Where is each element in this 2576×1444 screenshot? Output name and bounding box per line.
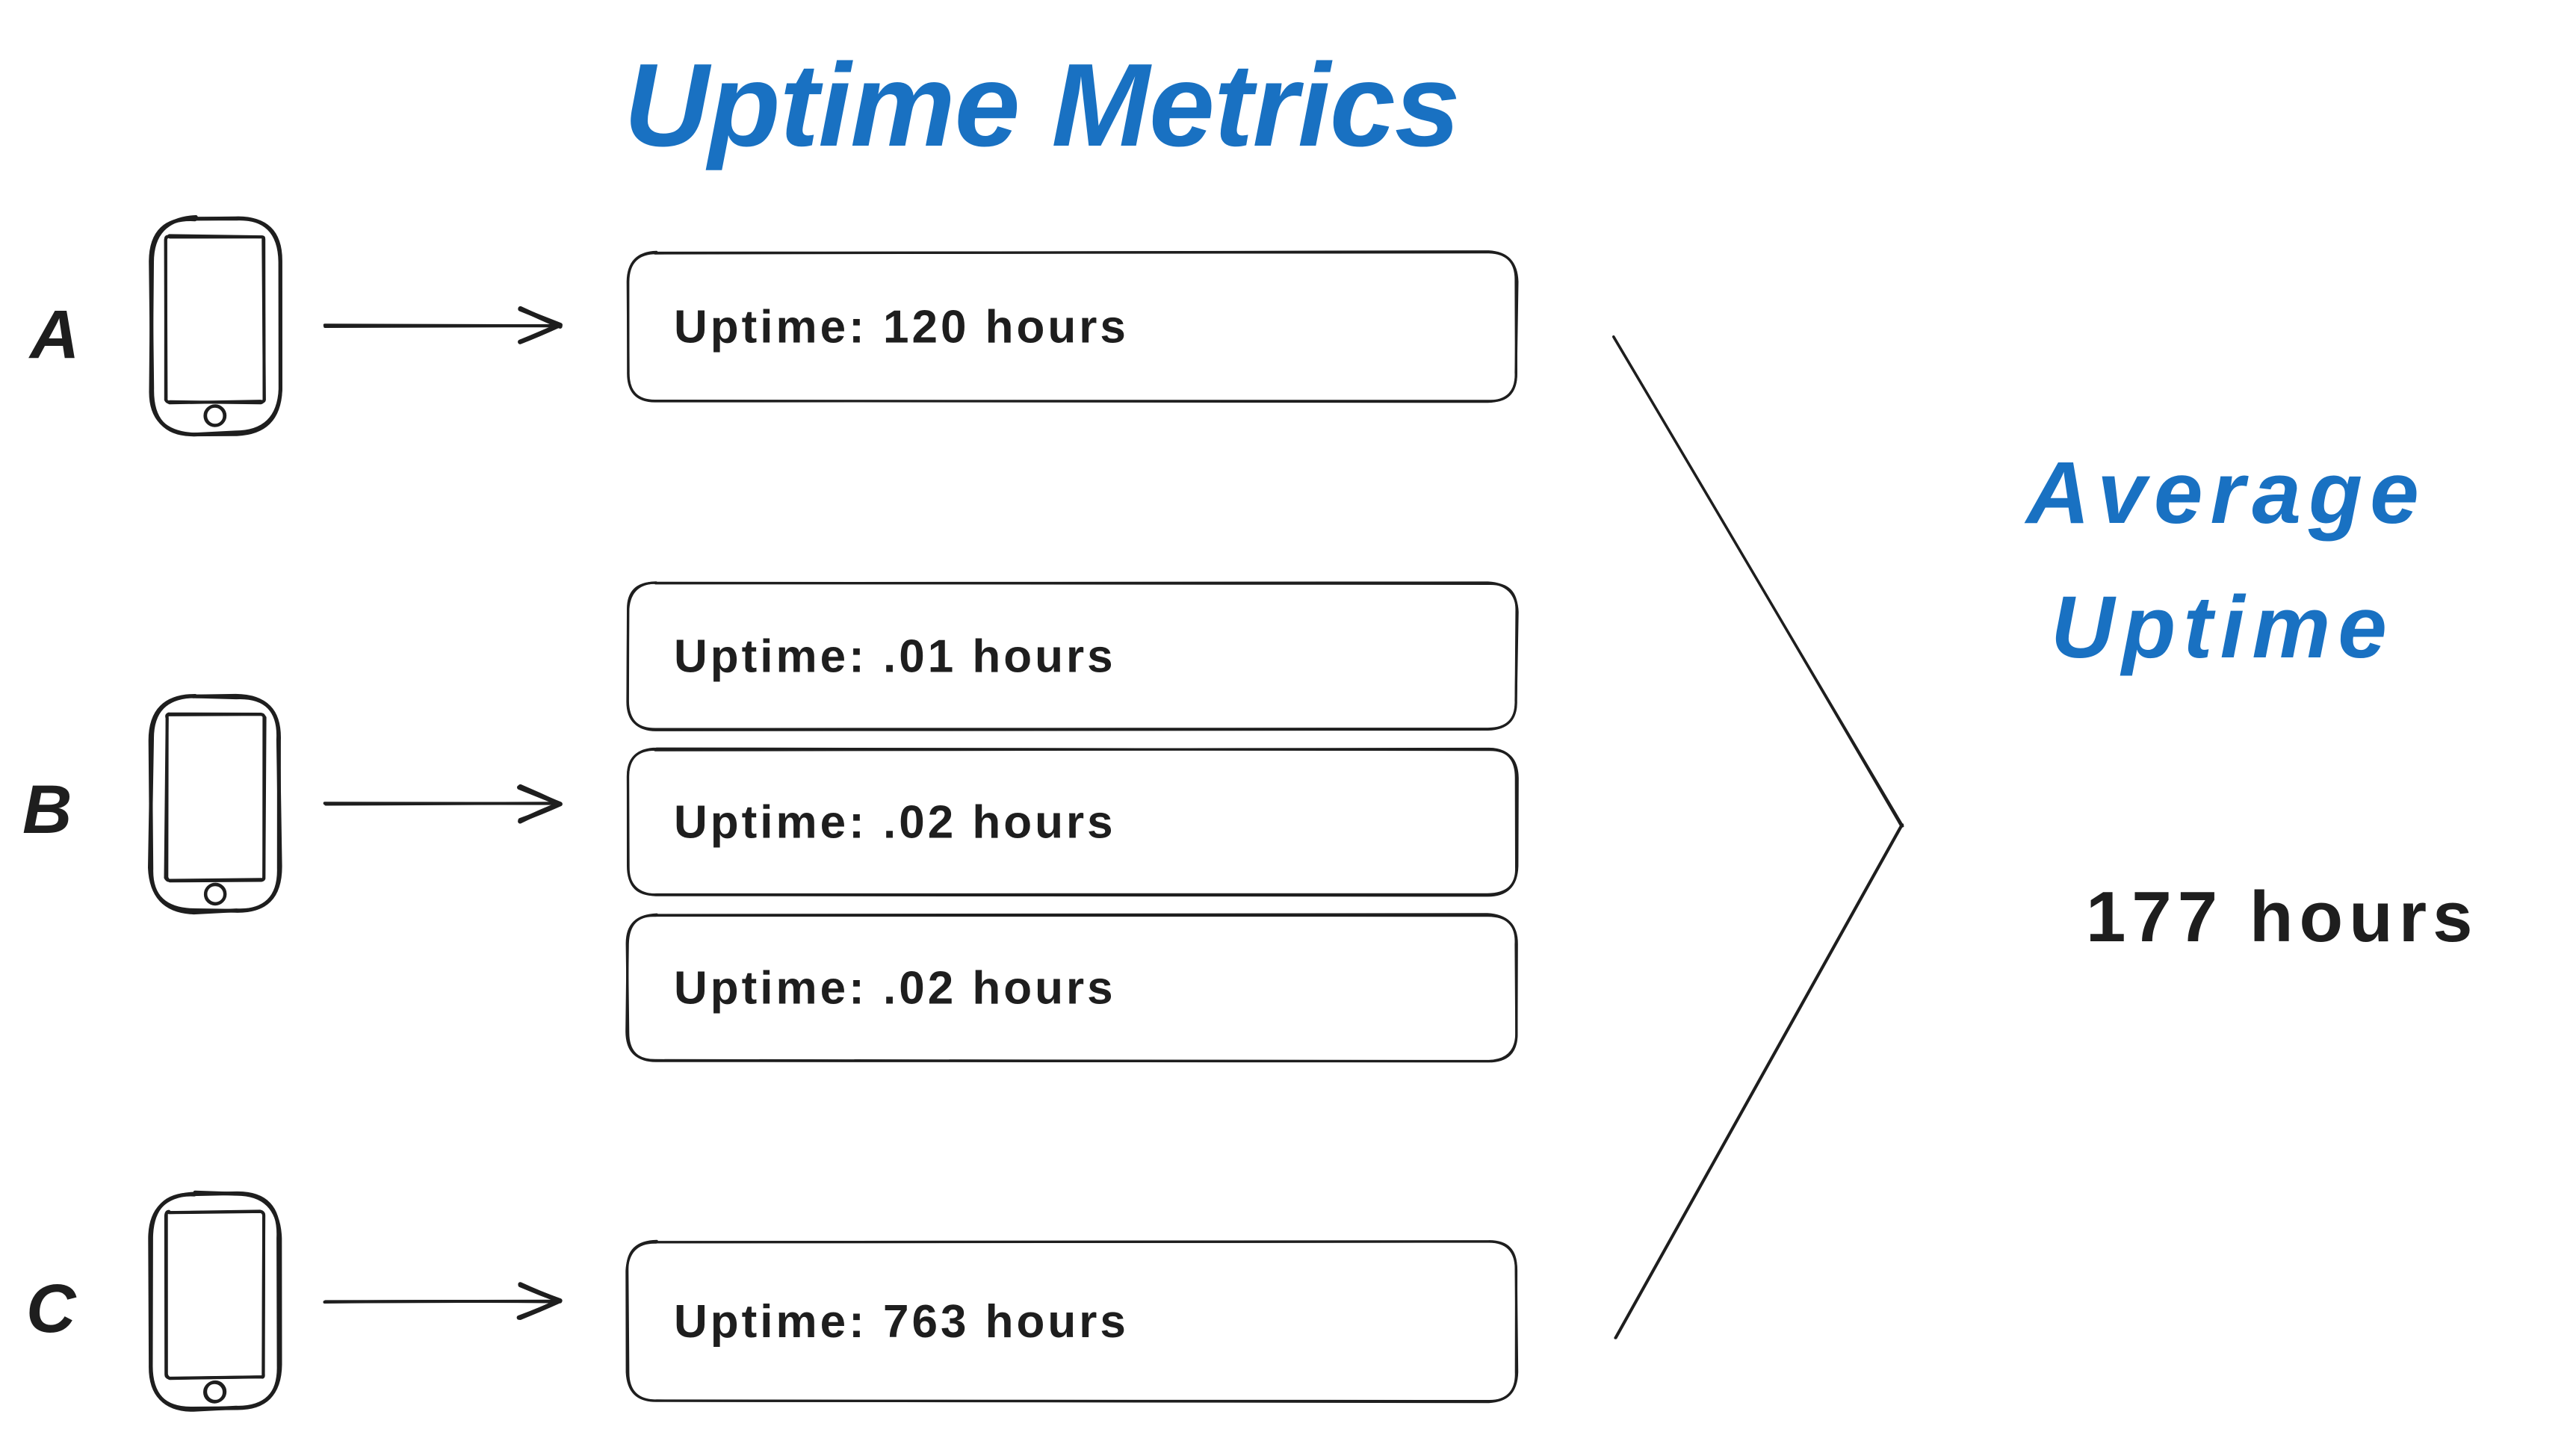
svg-text:Average: Average	[2024, 444, 2427, 542]
svg-text:B: B	[22, 772, 72, 848]
svg-text:Uptime: .01 hours: Uptime: .01 hours	[674, 631, 1116, 683]
svg-text:Uptime: .02 hours: Uptime: .02 hours	[674, 963, 1116, 1014]
svg-text:C: C	[26, 1271, 77, 1347]
svg-text:Uptime: 763 hours: Uptime: 763 hours	[674, 1296, 1129, 1348]
svg-text:A: A	[28, 297, 79, 373]
svg-text:Uptime: Uptime	[2051, 578, 2394, 677]
svg-text:Uptime Metrics: Uptime Metrics	[624, 40, 1460, 171]
svg-text:Uptime: .02 hours: Uptime: .02 hours	[674, 797, 1116, 849]
svg-text:Uptime: 120 hours: Uptime: 120 hours	[674, 302, 1129, 353]
svg-text:177 hours: 177 hours	[2086, 877, 2479, 957]
